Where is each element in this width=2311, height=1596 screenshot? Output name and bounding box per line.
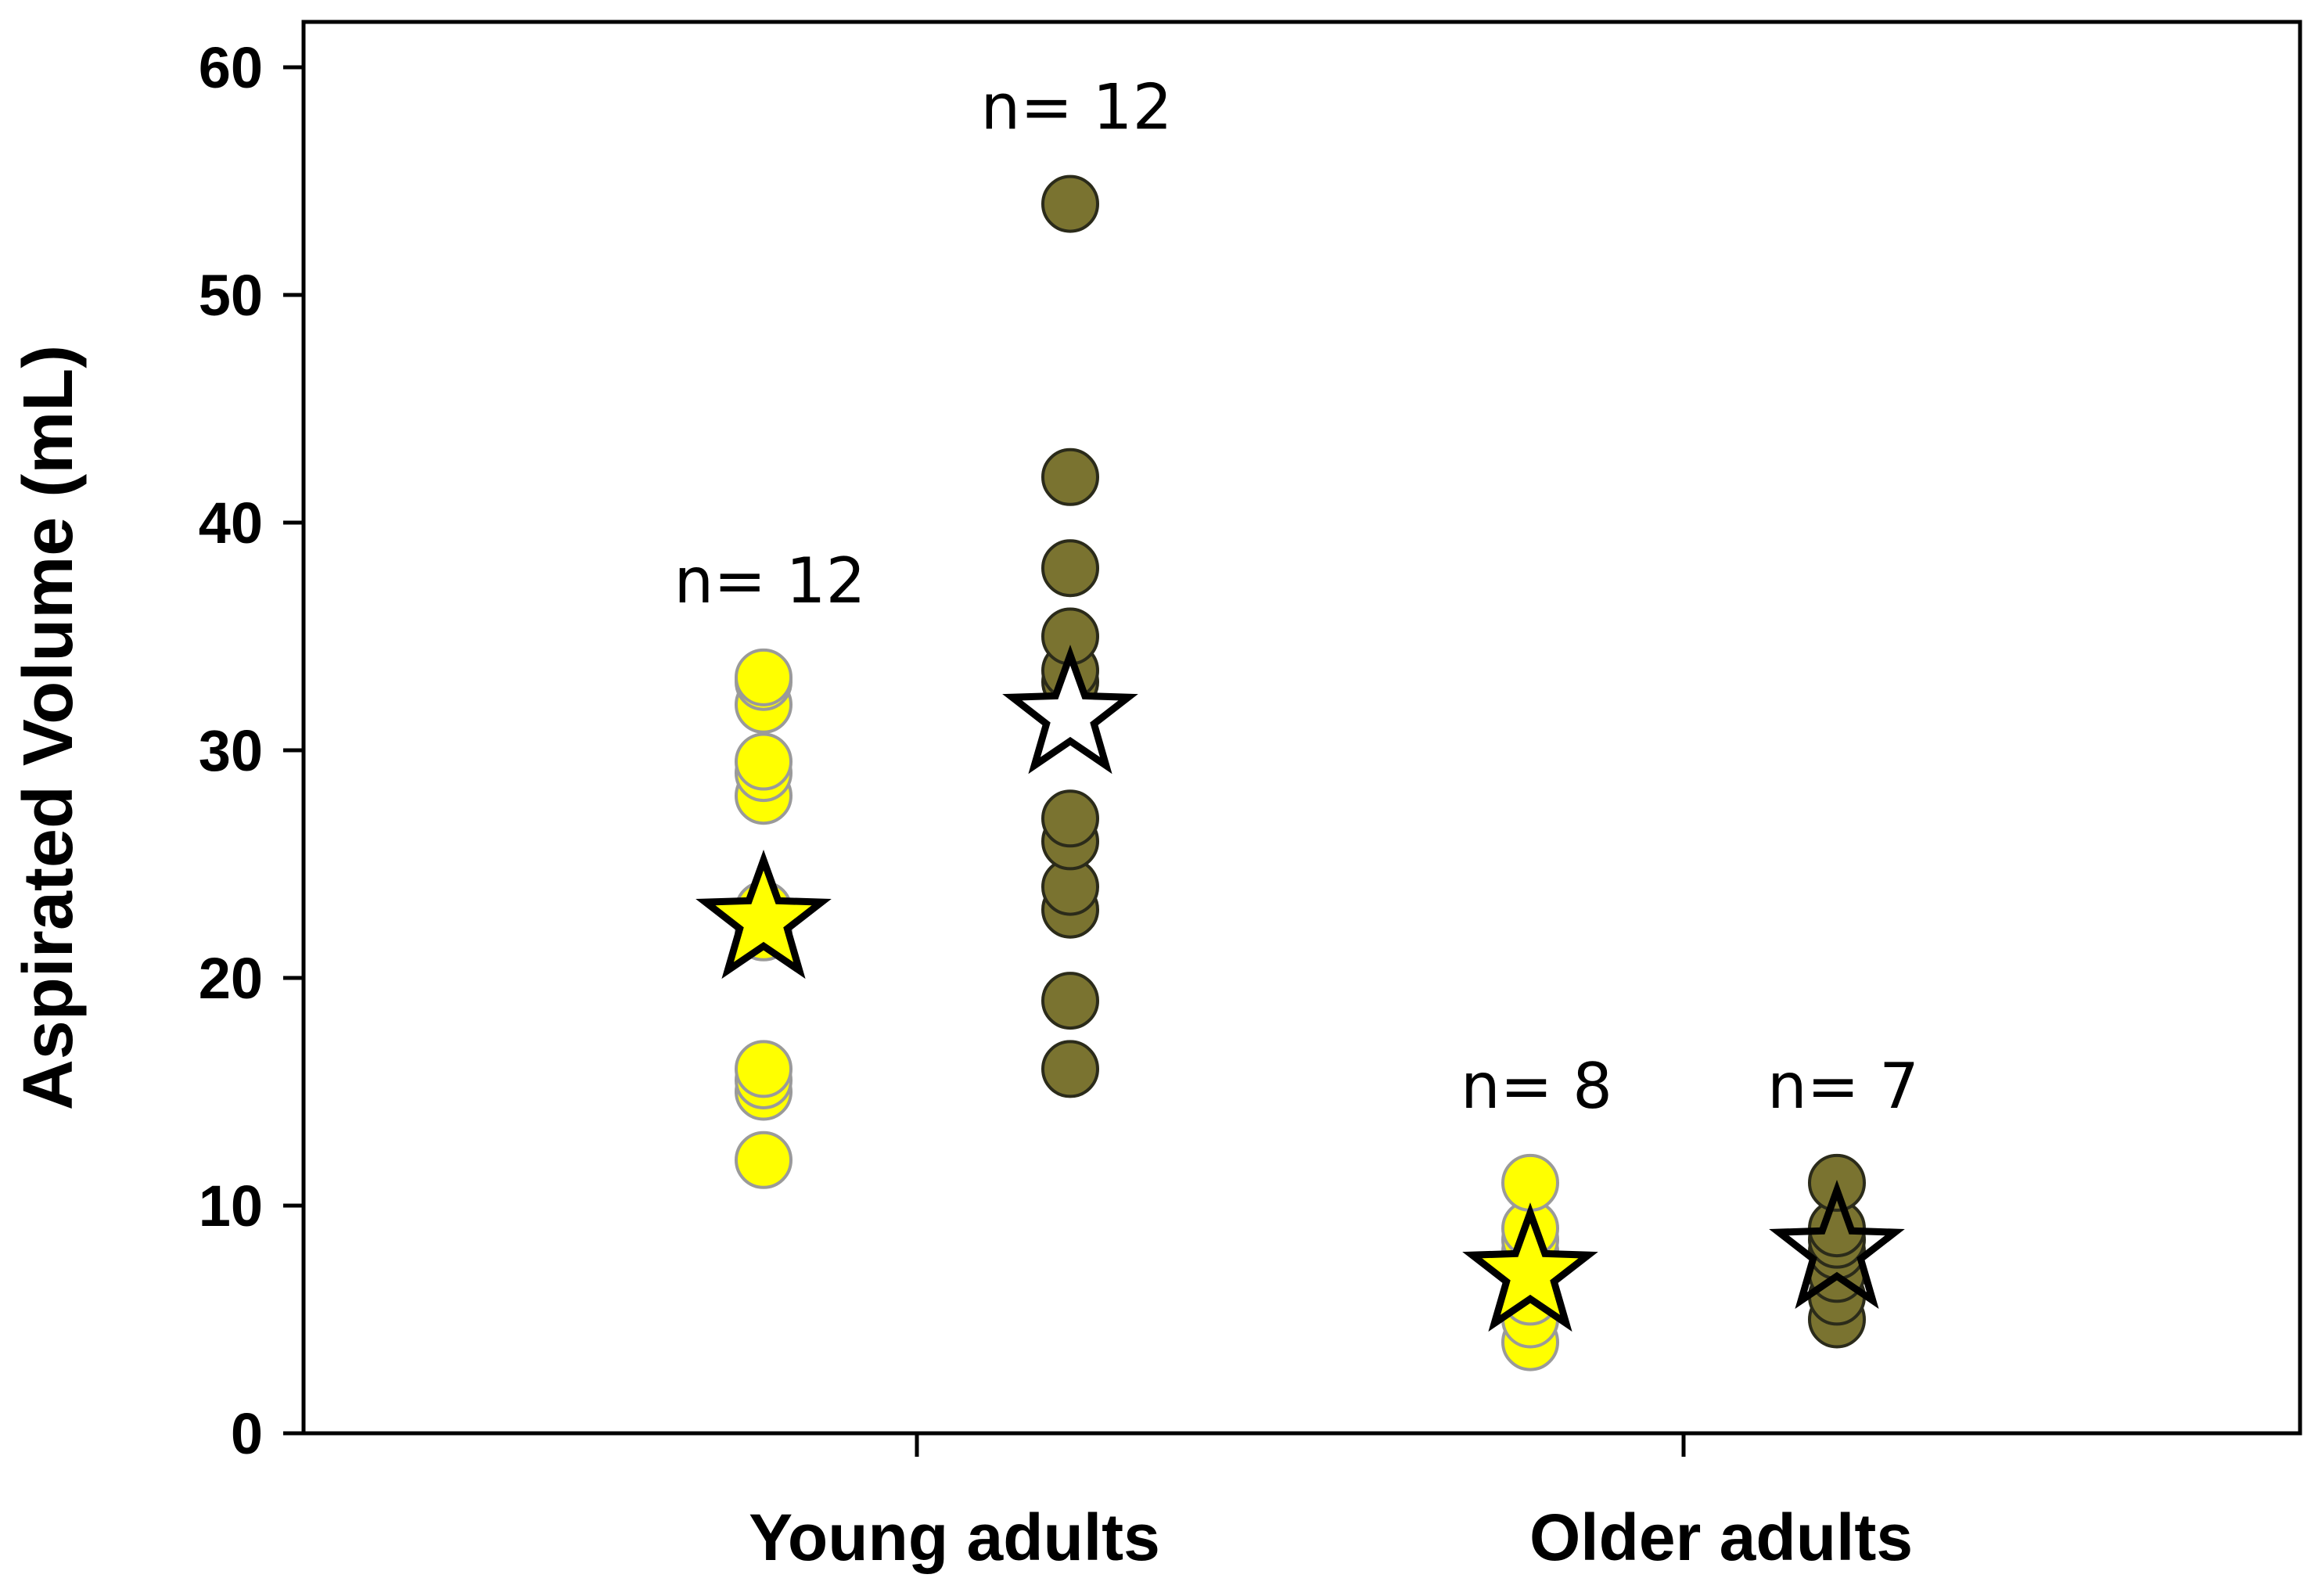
n-label: n= 7: [1767, 1050, 1919, 1123]
n-label: n= 8: [1461, 1050, 1612, 1123]
x-tick-label: Older adults: [1529, 1501, 1913, 1574]
y-tick-label: 30: [199, 718, 263, 783]
y-tick-label: 0: [231, 1401, 263, 1466]
y-tick-label: 20: [199, 946, 263, 1011]
x-tick-label: Young adults: [749, 1501, 1160, 1574]
data-point: [1041, 1040, 1099, 1098]
data-point: [735, 648, 792, 706]
y-tick-label: 10: [199, 1174, 263, 1238]
data-point: [735, 732, 792, 791]
mean-stars: [695, 645, 1905, 1332]
data-point: [1041, 174, 1099, 233]
y-tick-label: 40: [199, 491, 263, 555]
mean-star: [1002, 645, 1138, 775]
n-label: n= 12: [981, 71, 1173, 144]
data-point: [735, 1040, 792, 1098]
mean-star: [695, 850, 832, 980]
y-tick-label: 50: [199, 263, 263, 328]
y-axis: 0 10 20 30 40 50 60: [199, 35, 304, 1466]
data-points: [735, 174, 1866, 1371]
data-point: [1041, 972, 1099, 1030]
data-point: [1041, 539, 1099, 598]
data-point: [1041, 448, 1099, 506]
data-point: [735, 1130, 792, 1189]
data-point: [1041, 789, 1099, 848]
x-axis: Young adults Older adults: [749, 1433, 1913, 1574]
mean-star: [1462, 1202, 1598, 1332]
data-point: [1501, 1153, 1559, 1212]
n-label: n= 12: [674, 545, 866, 617]
mean-star: [1769, 1179, 1905, 1310]
y-tick-label: 60: [199, 35, 263, 100]
n-labels: n= 12 n= 12 n= 8 n= 7: [674, 71, 1920, 1123]
y-axis-label: Aspirated Volume (mL): [9, 345, 88, 1110]
plot-frame: [301, 20, 2302, 1436]
